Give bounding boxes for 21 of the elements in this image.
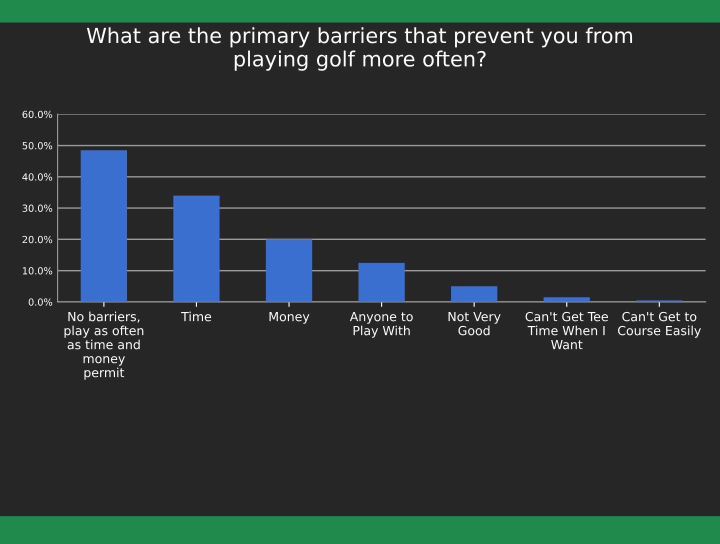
x-tick-label: Can't Get to Course Easily	[618, 312, 701, 338]
x-tick-label: Not Very Good	[448, 312, 501, 336]
x-tick-label: Anyone to Play With	[350, 312, 413, 338]
bar	[80, 150, 128, 302]
bar	[358, 262, 405, 302]
y-tick-label: 0.0%	[28, 298, 52, 306]
y-tick-label: 20.0%	[22, 236, 52, 244]
chart-title: What are the primary barriers that prevent you from playing golf more often?	[86, 27, 632, 71]
bar	[266, 239, 312, 302]
y-tick-label: 50.0%	[22, 142, 52, 150]
bar	[451, 286, 498, 302]
bar	[173, 196, 220, 302]
x-tick-label: Time	[181, 312, 212, 322]
x-tick-label: Can't Get Tee Time When I Want	[526, 312, 608, 350]
y-tick-label: 60.0%	[22, 110, 52, 118]
x-tick-label: No barriers, play as often as time and money permit	[64, 312, 144, 380]
bar	[544, 297, 590, 302]
y-tick-label: 10.0%	[22, 267, 52, 274]
x-tick-label: Money	[270, 312, 310, 324]
y-tick-label: 30.0%	[22, 204, 52, 212]
y-tick-label: 40.0%	[22, 173, 52, 181]
